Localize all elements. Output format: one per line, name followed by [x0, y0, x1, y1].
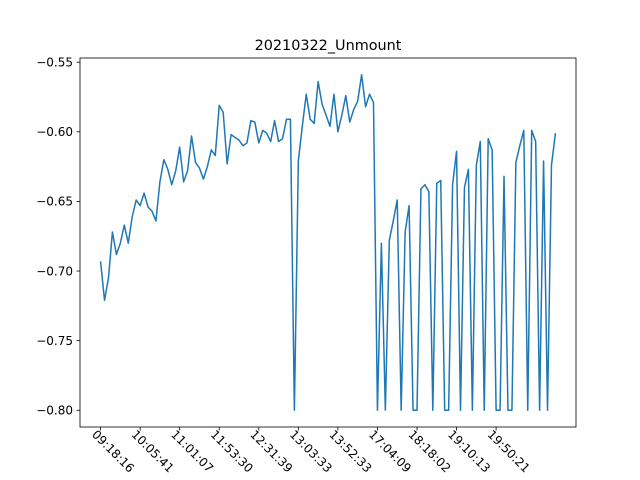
x-tick-label: 13:03:33: [287, 427, 335, 475]
x-tick-label: 11:01:07: [168, 427, 216, 475]
y-tick-label: −0.75: [36, 334, 73, 348]
x-tick-label: 13:52:33: [326, 427, 374, 475]
x-tick-label: 11:53:30: [208, 427, 256, 475]
axes-frame: [79, 57, 577, 428]
x-tick-label: 09:18:16: [89, 427, 137, 475]
y-tick-label: −0.65: [36, 195, 73, 209]
y-tick-label: −0.60: [36, 125, 73, 139]
chart-title: 20210322_Unmount: [255, 38, 402, 54]
plot-area: [99, 73, 557, 412]
x-tick-label: 19:10:13: [445, 427, 493, 475]
series-line: [99, 73, 557, 412]
y-tick-label: −0.80: [36, 404, 73, 418]
y-tick-label: −0.70: [36, 264, 73, 278]
x-tick-label: 18:18:02: [406, 427, 454, 475]
x-tick-label: 12:31:39: [247, 427, 295, 475]
x-axis: 09:18:1610:05:4111:01:0711:53:3012:31:39…: [89, 427, 533, 475]
x-tick-label: 10:05:41: [129, 427, 177, 475]
x-tick-label: 19:50:21: [485, 427, 533, 475]
x-tick-label: 17:04:09: [366, 427, 414, 475]
y-tick-label: −0.55: [36, 55, 73, 69]
y-axis: −0.80 −0.75 −0.70 −0.65 −0.60 −0.55: [36, 55, 80, 418]
